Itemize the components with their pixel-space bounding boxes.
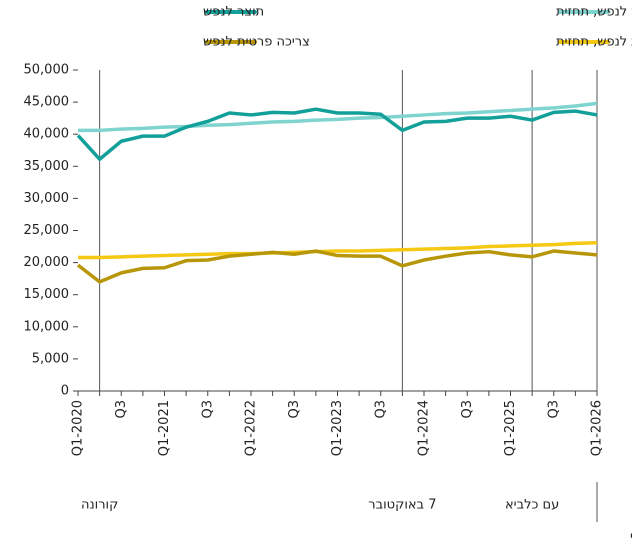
x-tick-label: Q3 (200, 400, 215, 419)
series-line (78, 240, 598, 260)
x-tick-label: Q1-2021 (157, 400, 172, 456)
y-tick-label: 45,000 (24, 95, 70, 110)
legend-label: תוצר לנפש, תחזית (556, 5, 632, 20)
y-tick-label: 5,000 (32, 351, 69, 366)
series-line (76, 107, 598, 161)
x-tick-label: Q3 (373, 400, 388, 419)
x-tick-label: Q1-2023 (330, 400, 345, 456)
y-tick-label: 15,000 (24, 287, 70, 302)
x-tick-label: Q1-2024 (417, 400, 432, 456)
y-tick-label: 30,000 (24, 191, 70, 206)
x-tick-label: Q3 (460, 400, 475, 419)
legend-label: צריכה פרטית לנפש, תחזית (556, 35, 632, 50)
y-tick-label: 35,000 (24, 159, 70, 174)
x-tick-label: Q3 (114, 400, 129, 419)
y-tick-label: 0 (61, 384, 69, 399)
x-tick-label: Q1-2025 (503, 400, 518, 456)
legend-label: צריכה פרטית לנפש (203, 35, 310, 50)
annotation-label: שאגת הארי (630, 530, 632, 545)
annotation-label: קורונה (81, 498, 118, 513)
y-tick-label: 25,000 (24, 223, 70, 238)
annotation-label: עם כלביא (505, 498, 559, 513)
legend-label: תוצר לנפש (203, 5, 264, 20)
y-tick-label: 10,000 (24, 319, 70, 334)
series-line (76, 249, 598, 284)
x-tick-label: Q3 (287, 400, 302, 419)
x-tick-label: Q1-2020 (71, 400, 86, 456)
x-tick-label: Q1-2022 (244, 400, 259, 456)
x-tick-label: Q1-2026 (590, 400, 605, 456)
y-tick-label: 20,000 (24, 255, 70, 270)
x-tick-label: Q3 (546, 400, 561, 419)
series-line (78, 101, 598, 133)
y-tick-label: 40,000 (24, 127, 70, 142)
y-tick-label: 50,000 (24, 63, 70, 78)
annotation-label: 7 באוקטובר (368, 498, 436, 513)
